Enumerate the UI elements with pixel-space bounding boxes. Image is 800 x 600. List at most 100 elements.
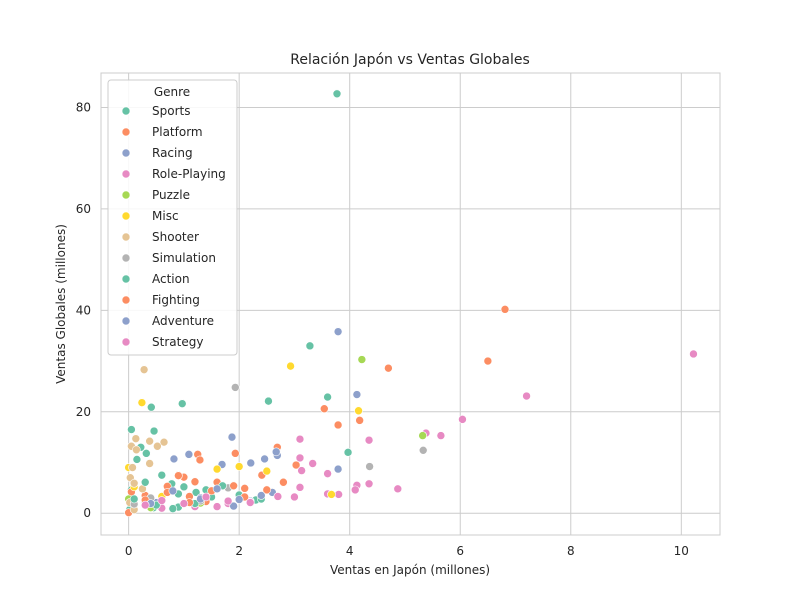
legend-label: Misc (152, 209, 179, 223)
scatter-point (354, 406, 363, 416)
scatter-point (500, 305, 510, 314)
scatter-point (127, 425, 136, 434)
scatter-point (140, 500, 150, 510)
scatter-point (212, 464, 222, 474)
y-tick-label: 80 (76, 100, 91, 114)
scatter-point (190, 477, 200, 487)
x-tick-label: 8 (567, 544, 575, 558)
scatter-point (333, 464, 343, 474)
scatter-point (418, 446, 428, 455)
scatter-point (333, 420, 343, 430)
legend-label: Role-Playing (152, 167, 226, 181)
scatter-point (212, 502, 222, 511)
x-axis-label: Ventas en Japón (millones) (330, 563, 490, 577)
scatter-point (195, 455, 205, 465)
scatter-point (128, 463, 137, 472)
scatter-point (153, 441, 162, 451)
scatter-point (291, 460, 301, 470)
scatter-point (131, 434, 141, 443)
scatter-point (179, 499, 189, 508)
scatter-point (436, 431, 446, 440)
scatter-point (191, 488, 201, 497)
scatter-point (343, 448, 353, 457)
chart-title: Relación Japón vs Ventas Globales (290, 52, 530, 68)
scatter-point (137, 398, 147, 407)
scatter-point (364, 435, 374, 445)
x-tick-label: 0 (125, 544, 133, 558)
x-tick-labels: 0 2 4 6 8 10 (125, 544, 689, 558)
scatter-point (240, 484, 249, 493)
legend-label: Racing (152, 146, 193, 160)
legend-title: Genre (154, 85, 190, 99)
scatter-point (323, 469, 332, 478)
data-points (124, 89, 698, 517)
scatter-point (305, 341, 315, 351)
legend-marker (121, 211, 131, 221)
scatter-point (132, 455, 142, 464)
scatter-point (234, 495, 244, 504)
scatter-point (231, 449, 240, 458)
scatter-point (145, 459, 154, 468)
scatter-point (159, 437, 169, 447)
scatter-point (129, 478, 139, 488)
scatter-point (271, 447, 281, 457)
legend-label: Platform (152, 125, 203, 139)
scatter-point (139, 365, 149, 374)
scatter-point (149, 426, 159, 436)
scatter-point (365, 462, 374, 471)
y-axis-label: Ventas Globales (millones) (54, 224, 68, 384)
scatter-point (223, 496, 233, 506)
scatter-point (332, 89, 342, 99)
scatter-point (352, 390, 362, 399)
legend-marker (121, 337, 131, 347)
legend-label: Fighting (152, 293, 200, 307)
scatter-point (157, 470, 167, 480)
scatter-point (295, 453, 305, 463)
legend-label: Adventure (152, 314, 214, 328)
scatter-point (327, 490, 336, 499)
scatter-point (179, 482, 189, 492)
scatter-point (522, 391, 531, 401)
scatter-point (458, 415, 467, 424)
scatter-point (245, 498, 255, 507)
legend-marker (121, 253, 131, 263)
legend-marker (121, 316, 131, 326)
scatter-point (319, 404, 329, 414)
scatter-point (295, 483, 305, 492)
scatter-point (350, 485, 360, 495)
scatter-point (393, 484, 403, 494)
legend-label: Strategy (152, 335, 203, 349)
legend-label: Puzzle (152, 188, 190, 202)
scatter-point (260, 454, 269, 464)
legend-label: Sports (152, 104, 190, 118)
scatter-point (297, 466, 306, 475)
scatter-point (364, 479, 374, 489)
scatter-point (295, 434, 305, 444)
x-tick-label: 10 (674, 544, 689, 558)
y-tick-label: 0 (83, 506, 91, 520)
y-tick-label: 40 (76, 303, 91, 317)
y-tick-labels: 0 20 40 60 80 (76, 100, 91, 520)
scatter-point (355, 416, 364, 425)
y-tick-label: 60 (76, 202, 91, 216)
legend: Genre Sports Platform Racing Role-Playing Pu… (107, 79, 238, 356)
scatter-point (264, 396, 273, 406)
scatter-point (256, 491, 266, 500)
x-tick-label: 4 (346, 544, 354, 558)
scatter-point (286, 361, 295, 371)
scatter-point (290, 492, 299, 502)
scatter-point (169, 454, 179, 464)
scatter-point (689, 349, 698, 359)
legend-label: Action (152, 272, 190, 286)
scatter-point (262, 485, 272, 495)
legend-marker (121, 106, 131, 116)
scatter-point (132, 445, 141, 455)
legend-marker (121, 274, 131, 284)
scatter-point (229, 501, 238, 511)
scatter-point (231, 383, 240, 392)
scatter-point (246, 458, 256, 468)
legend-marker (121, 169, 131, 179)
legend-box (107, 79, 238, 356)
scatter-point (229, 481, 238, 491)
